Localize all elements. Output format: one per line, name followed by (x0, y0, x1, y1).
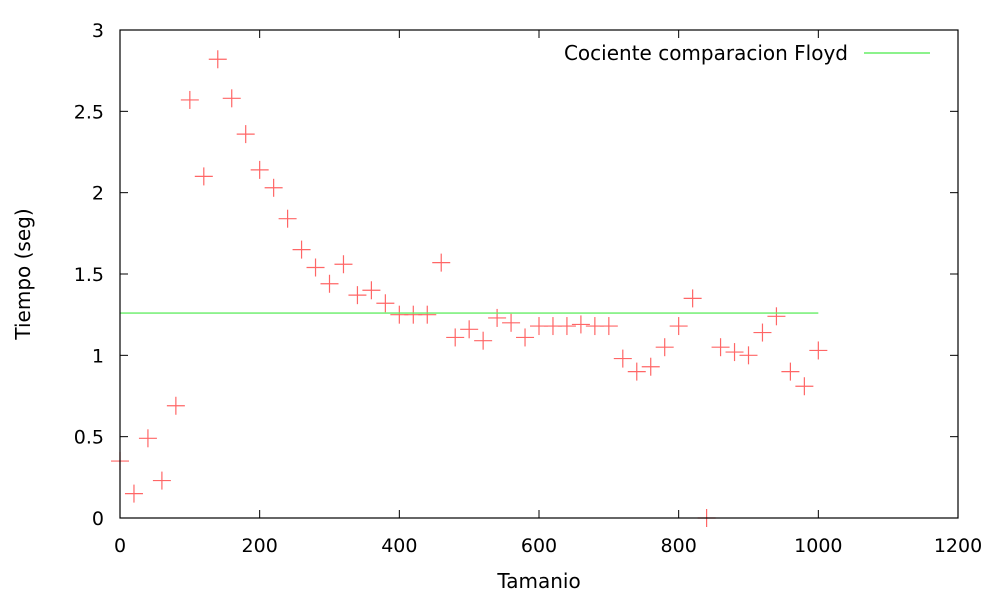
y-tick-label: 0 (92, 508, 104, 530)
y-tick-label: 1.5 (74, 264, 104, 286)
x-tick-label: 400 (381, 535, 417, 557)
legend-label: Cociente comparacion Floyd (564, 41, 848, 65)
data-point (418, 305, 437, 324)
data-point (460, 320, 479, 339)
data-point (278, 209, 297, 228)
y-tick-label: 3 (92, 20, 104, 42)
y-tick-label: 2 (92, 183, 104, 205)
tick-marks (119, 29, 959, 519)
data-point (502, 313, 521, 332)
data-point (516, 328, 535, 347)
data-point (376, 294, 395, 313)
plot-frame (119, 29, 959, 519)
data-point (180, 90, 199, 109)
data-point (334, 255, 353, 274)
data-point (809, 341, 828, 360)
data-point (138, 429, 157, 448)
data-point (641, 357, 660, 376)
data-point (753, 323, 772, 342)
data-point (264, 178, 283, 197)
y-tick-label: 0.5 (74, 427, 104, 449)
data-point (124, 484, 143, 503)
data-point (362, 281, 381, 300)
data-point (474, 331, 493, 350)
data-point (236, 125, 255, 144)
data-point (781, 362, 800, 381)
data-point (488, 308, 507, 327)
x-tick-label: 800 (661, 535, 697, 557)
y-tick-label: 1 (92, 345, 104, 367)
data-point (292, 240, 311, 259)
data-point (739, 346, 758, 365)
data-point (655, 338, 674, 357)
data-point (683, 289, 702, 308)
data-point (432, 253, 451, 272)
x-tick-label: 200 (242, 535, 278, 557)
data-point (446, 328, 465, 347)
data-point (194, 167, 213, 186)
data-point (725, 343, 744, 362)
data-point (711, 338, 730, 357)
data-point (306, 258, 325, 277)
data-point (320, 274, 339, 293)
x-tick-labels: 0 200 400 600 800 1000 1200 (114, 535, 982, 557)
data-point (599, 317, 618, 336)
data-point (222, 89, 241, 108)
data-point (250, 160, 269, 179)
data-point (767, 307, 786, 326)
data-point (152, 471, 171, 490)
y-tick-label: 2.5 (74, 101, 104, 123)
data-point (348, 286, 367, 305)
x-tick-label: 1200 (934, 535, 982, 557)
data-point (208, 50, 227, 69)
data-point (557, 317, 576, 336)
y-tick-labels: 0 0.5 1 1.5 2 2.5 3 (74, 20, 104, 530)
x-axis-title: Tamanio (496, 569, 580, 593)
data-point (627, 362, 646, 381)
y-axis-title: Tiempo (seg) (11, 208, 35, 340)
data-point (571, 315, 590, 334)
data-point (613, 349, 632, 368)
legend: Cociente comparacion Floyd (564, 41, 930, 65)
data-point (795, 377, 814, 396)
data-point (166, 396, 185, 415)
data-point (669, 317, 688, 336)
x-tick-label: 0 (114, 535, 126, 557)
x-tick-label: 1000 (794, 535, 842, 557)
x-tick-label: 600 (521, 535, 557, 557)
data-points (111, 50, 828, 527)
